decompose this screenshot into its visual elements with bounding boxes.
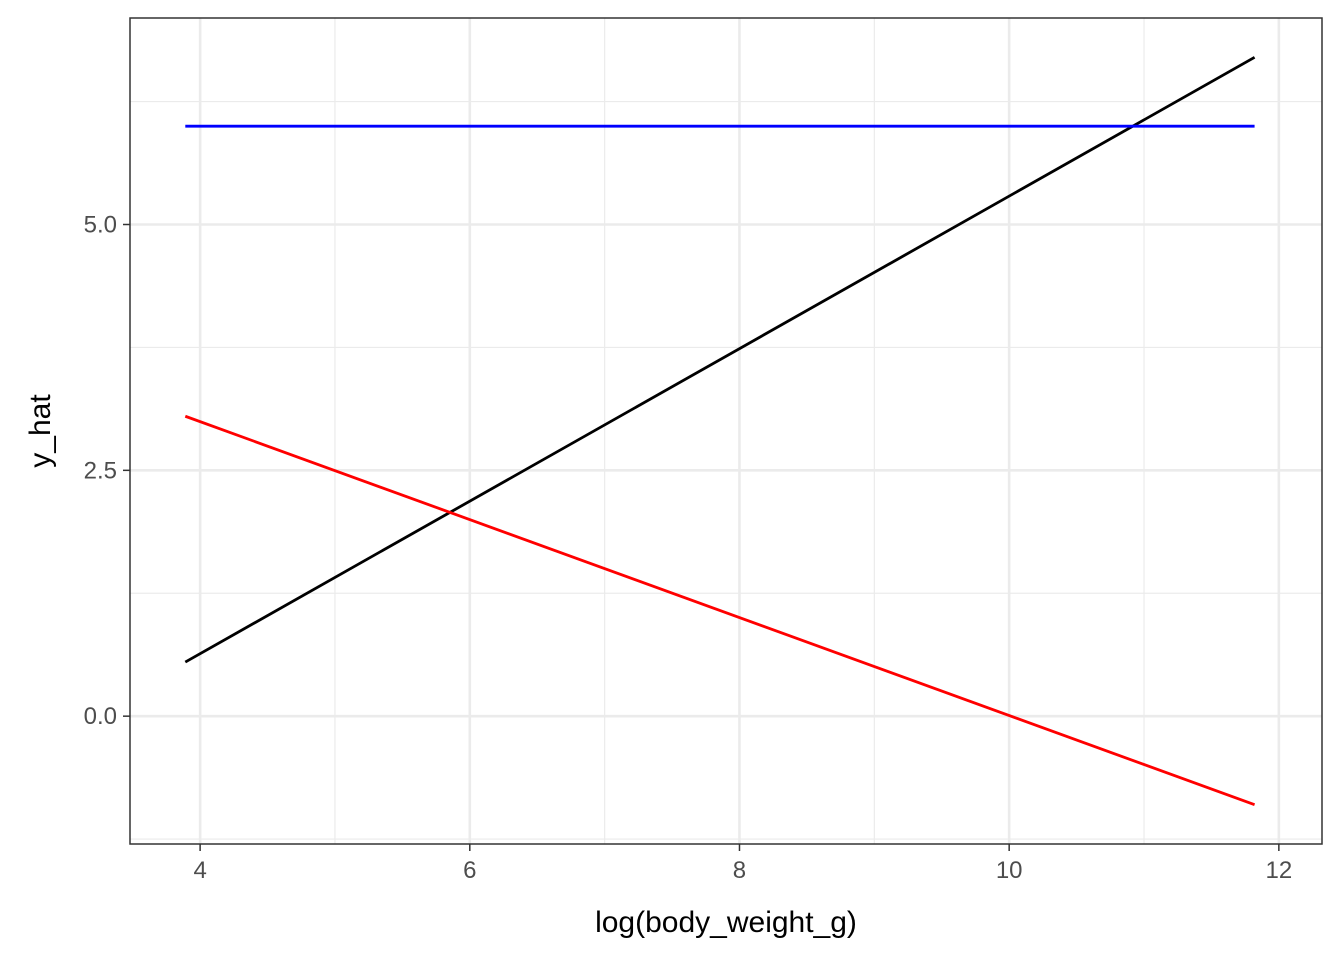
y-tick-label: 5.0	[84, 212, 117, 239]
plot-border	[129, 17, 1323, 845]
series-lines	[184, 56, 1256, 806]
minor-grid	[130, 18, 1322, 844]
x-tick-label: 8	[733, 857, 746, 884]
series-line-1	[184, 56, 1256, 664]
x-tick-label: 4	[193, 857, 206, 884]
y-tick-label: 2.5	[84, 457, 117, 484]
x-tick-label: 6	[463, 857, 476, 884]
major-grid	[130, 18, 1322, 844]
y-axis-title: y_hat	[24, 394, 57, 468]
y-tick-label: 0.0	[84, 703, 117, 730]
x-axis: 4 6 8 10 12	[193, 844, 1292, 884]
plot-background	[130, 18, 1322, 844]
series-line-3	[184, 414, 1256, 806]
y-axis: 0.0 2.5 5.0	[84, 212, 130, 730]
x-axis-title: log(body_weight_g)	[595, 906, 857, 939]
x-tick-label: 12	[1265, 857, 1292, 884]
x-tick-label: 10	[996, 857, 1023, 884]
